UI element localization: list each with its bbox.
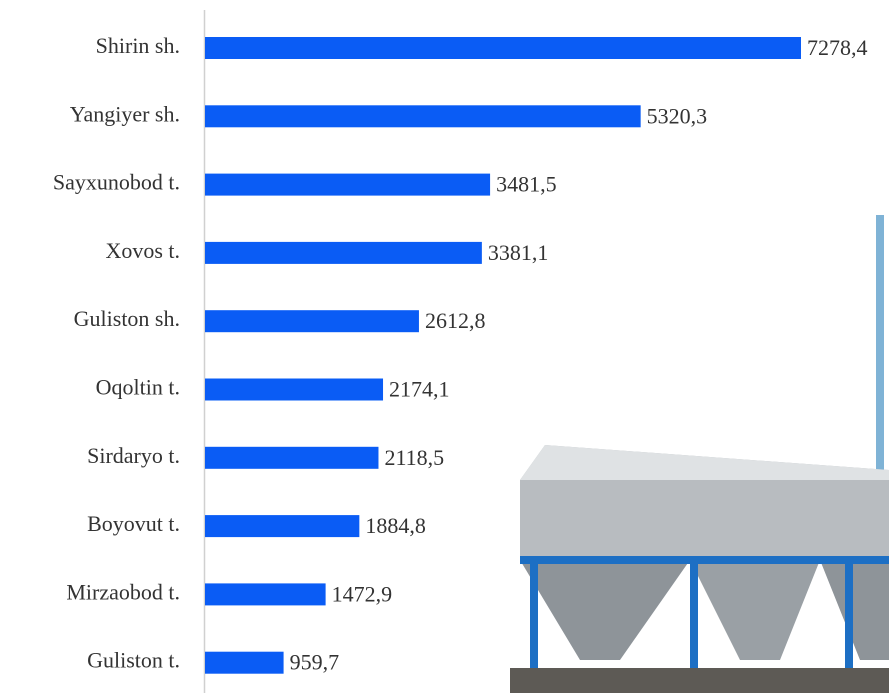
value-label: 5320,3: [647, 103, 708, 128]
frame: [845, 560, 853, 670]
category-label: Sayxunobod t.: [53, 170, 180, 195]
bar: [205, 37, 801, 59]
hopper: [520, 560, 690, 660]
hopper: [820, 560, 889, 660]
value-label: 2118,5: [384, 445, 444, 470]
bar: [205, 583, 326, 606]
bar: [205, 310, 419, 333]
bar: [205, 105, 641, 128]
bar: [205, 241, 482, 264]
bar: [205, 446, 379, 469]
value-label: 2174,1: [389, 377, 450, 402]
hopper-edge: [520, 445, 889, 480]
base: [510, 668, 889, 693]
category-label: Mirzaobod t.: [66, 579, 180, 604]
value-label: 2612,8: [425, 308, 486, 333]
value-label: 3381,1: [488, 240, 549, 265]
bar: [205, 378, 384, 401]
category-label: Shirin sh.: [96, 33, 180, 58]
bar: [205, 173, 491, 196]
plant-illustration: [510, 215, 889, 693]
value-label: 7278,4: [807, 35, 868, 60]
value-label: 959,7: [290, 650, 340, 675]
category-label: Oqoltin t.: [96, 375, 180, 400]
value-label: 1472,9: [332, 581, 393, 606]
frame: [530, 560, 538, 670]
category-label: Yangiyer sh.: [70, 101, 180, 126]
frame: [690, 560, 698, 670]
value-label: 3481,5: [496, 172, 557, 197]
category-label: Xovos t.: [105, 238, 180, 263]
value-label: 1884,8: [365, 513, 426, 538]
category-label: Boyovut t.: [87, 511, 180, 536]
bar: [205, 651, 284, 674]
category-label: Guliston sh.: [74, 306, 180, 331]
category-label: Sirdaryo t.: [87, 443, 180, 468]
category-label: Guliston t.: [87, 648, 180, 673]
hopper: [690, 560, 820, 660]
tower: [876, 215, 884, 595]
frame: [520, 556, 889, 564]
bar: [205, 515, 360, 538]
